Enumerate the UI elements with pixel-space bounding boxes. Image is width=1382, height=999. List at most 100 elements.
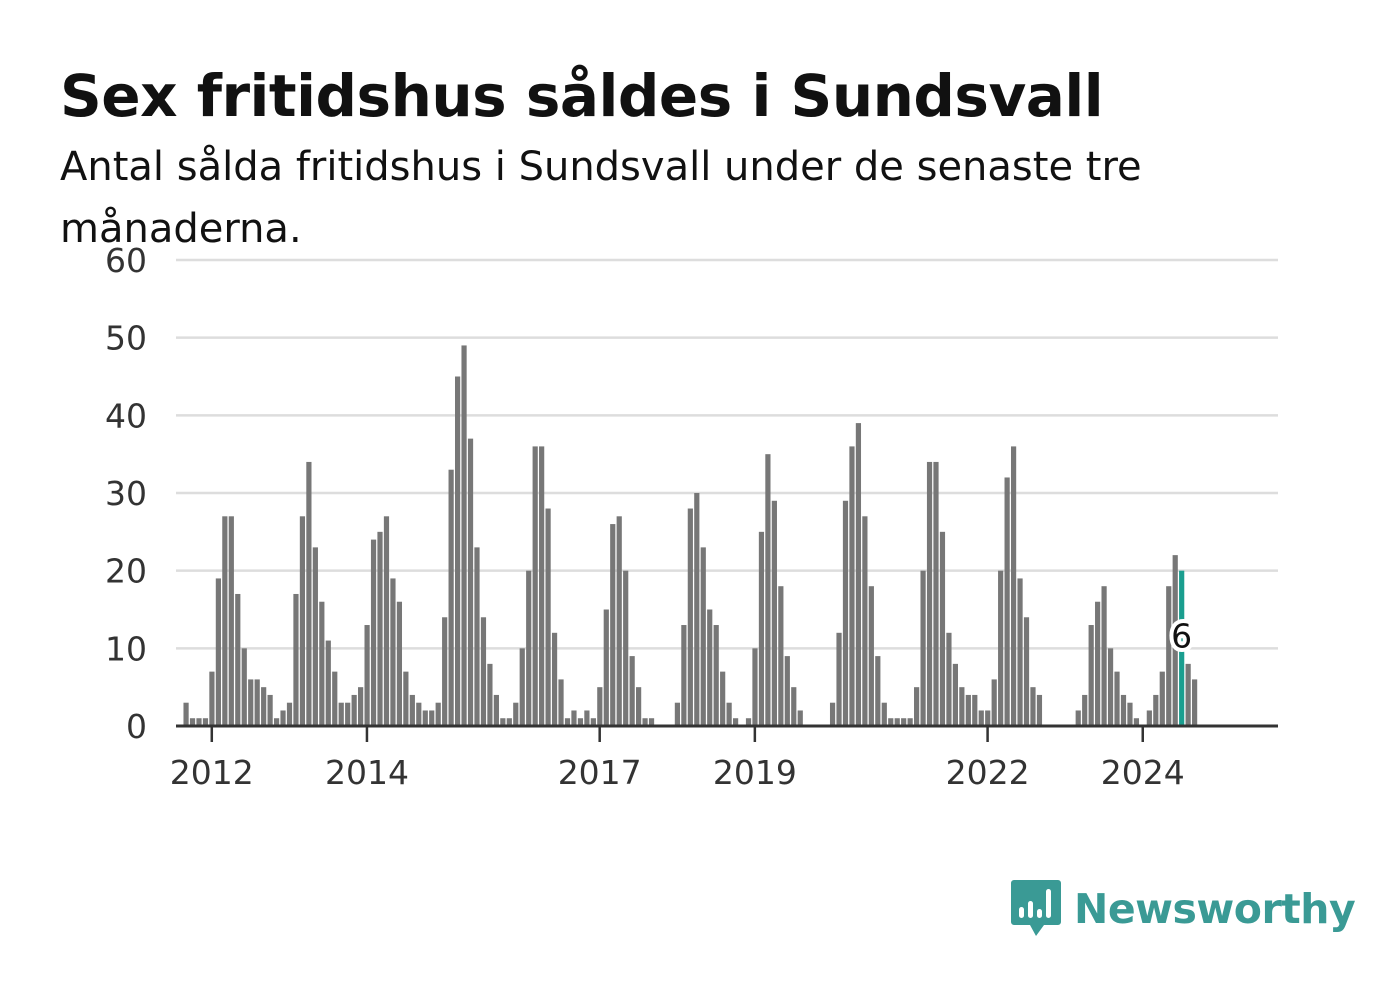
bar xyxy=(1120,694,1127,726)
bar xyxy=(500,718,506,726)
bar xyxy=(306,461,312,726)
bar xyxy=(319,601,325,726)
bar xyxy=(1107,648,1114,726)
bar xyxy=(687,508,693,726)
bar xyxy=(364,625,370,726)
bar xyxy=(455,376,461,726)
bar xyxy=(745,718,752,726)
bar xyxy=(390,578,396,726)
bar xyxy=(332,671,338,726)
bar xyxy=(933,461,939,726)
bar xyxy=(1133,718,1140,726)
bar xyxy=(681,625,687,726)
bar xyxy=(312,547,318,726)
bar xyxy=(377,531,383,726)
bar xyxy=(791,687,797,726)
bar xyxy=(1166,586,1172,726)
bar xyxy=(623,570,629,726)
bar xyxy=(254,679,260,726)
bar xyxy=(707,609,713,726)
bar xyxy=(636,687,642,726)
bar xyxy=(1030,687,1036,726)
x-tick-label: 2019 xyxy=(713,753,797,792)
bar xyxy=(577,718,584,726)
x-tick-label: 2017 xyxy=(558,753,642,792)
bar xyxy=(584,710,590,726)
bar-chart-speech-bubble-icon xyxy=(1011,880,1061,936)
bar xyxy=(674,702,681,726)
bar xyxy=(370,539,377,726)
bar xyxy=(286,702,293,726)
bar xyxy=(235,593,241,726)
bar xyxy=(1082,694,1088,726)
bar xyxy=(629,656,635,726)
bar xyxy=(299,516,306,726)
bar xyxy=(784,656,790,726)
bar xyxy=(564,718,571,726)
bar xyxy=(209,671,215,726)
bar xyxy=(183,702,189,726)
bar xyxy=(978,710,984,726)
x-tick-label: 2014 xyxy=(325,753,409,792)
x-axis-ticks: 2012 2014 2017 2019 2022 2024 xyxy=(170,726,1185,792)
y-tick-label: 20 xyxy=(105,552,147,591)
bar xyxy=(972,694,978,726)
bar xyxy=(694,493,700,726)
bar xyxy=(422,710,428,726)
y-tick-label: 60 xyxy=(105,241,147,280)
bar xyxy=(241,648,247,726)
bar xyxy=(273,718,280,726)
bar xyxy=(1023,617,1030,726)
bar xyxy=(894,718,900,726)
bar xyxy=(325,640,331,726)
bar xyxy=(797,710,803,726)
bar xyxy=(1172,555,1178,726)
bar xyxy=(261,687,267,726)
bar xyxy=(713,625,719,726)
bar xyxy=(720,671,726,726)
bar xyxy=(202,718,209,726)
bar xyxy=(836,632,842,726)
bar xyxy=(732,718,739,726)
bar xyxy=(448,469,454,726)
bar xyxy=(901,718,907,726)
bar xyxy=(461,345,467,726)
bar xyxy=(603,609,609,726)
bar xyxy=(881,702,887,726)
bar xyxy=(435,702,441,726)
bar xyxy=(875,656,881,726)
bar xyxy=(1159,671,1165,726)
bar xyxy=(228,516,234,726)
bar xyxy=(545,508,551,726)
y-tick-label: 40 xyxy=(105,396,147,435)
x-tick-label: 2024 xyxy=(1101,753,1185,792)
bar xyxy=(1185,663,1191,726)
bar xyxy=(959,687,965,726)
bar xyxy=(965,694,971,726)
bar xyxy=(519,648,525,726)
bar xyxy=(215,578,221,726)
bar xyxy=(597,687,603,726)
x-tick-label: 2022 xyxy=(946,753,1030,792)
bar xyxy=(442,617,448,726)
bar xyxy=(648,718,655,726)
gridlines xyxy=(176,258,1278,650)
x-tick-label: 2012 xyxy=(170,753,254,792)
bar xyxy=(571,710,577,726)
bar xyxy=(849,446,855,726)
y-axis-ticks: 0 10 20 30 40 50 60 xyxy=(105,241,147,746)
bar xyxy=(842,500,849,726)
newsworthy-logo: Newsworthy xyxy=(1010,876,1356,942)
bar xyxy=(778,586,784,726)
bar xyxy=(946,632,952,726)
bar xyxy=(771,500,777,726)
bar xyxy=(642,718,648,726)
bar xyxy=(293,593,299,726)
bar-series xyxy=(183,345,1198,726)
y-tick-label: 0 xyxy=(126,707,147,746)
bar xyxy=(590,718,596,726)
bar xyxy=(1095,601,1101,726)
bar xyxy=(1192,679,1198,726)
bar xyxy=(765,454,771,726)
